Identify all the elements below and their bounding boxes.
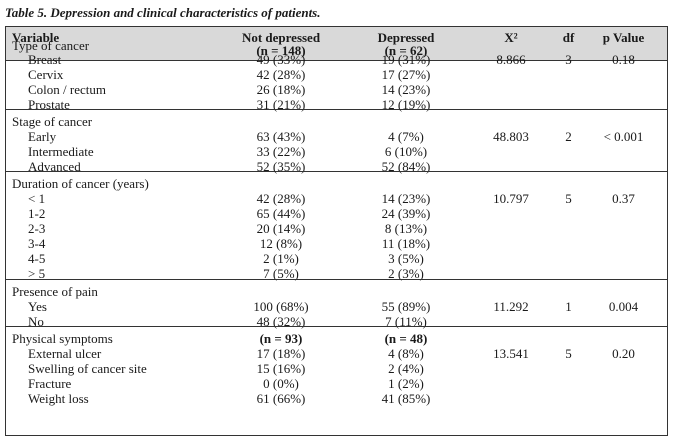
cell-not-depressed: 61 (66%) — [256, 391, 306, 406]
cell-not-depressed: 42 (28%) — [256, 67, 306, 82]
cell-not-depressed: 52 (35%) — [256, 159, 306, 174]
cell-not-depressed: 48 (32%) — [256, 314, 306, 329]
row-label: < 1 — [28, 191, 46, 206]
section-label: Physical symptoms — [12, 331, 113, 346]
row-label: Early — [28, 129, 57, 144]
cell-chi-square: 13.541 — [493, 346, 529, 361]
table-caption: Table 5. Depression and clinical charact… — [5, 5, 321, 20]
cell-chi-square: 8.866 — [496, 52, 526, 67]
section-divider — [6, 326, 667, 327]
cell-depressed: 41 (85%) — [381, 391, 431, 406]
cell-chi-square: 11.292 — [493, 299, 529, 314]
cell-not-depressed: 31 (21%) — [256, 97, 306, 112]
cell-depressed: 19 (31%) — [381, 52, 431, 67]
section-label: Type of cancer — [12, 38, 90, 53]
row-label: Yes — [28, 299, 47, 314]
cell-chi-square: 48.803 — [493, 129, 529, 144]
row-label: 1-2 — [28, 206, 46, 221]
cell-p-value: 0.20 — [612, 346, 635, 361]
cell-not-depressed: 63 (43%) — [256, 129, 306, 144]
cell-not-depressed: (n = 93) — [259, 331, 303, 346]
row-label: Weight loss — [28, 391, 89, 406]
cell-depressed: 2 (3%) — [388, 266, 424, 281]
row-label: External ulcer — [28, 346, 102, 361]
cell-depressed: 6 (10%) — [384, 144, 428, 159]
cell-not-depressed: 49 (33%) — [256, 52, 306, 67]
cell-chi-square: 10.797 — [493, 191, 529, 206]
cell-not-depressed: 7 (5%) — [263, 266, 299, 281]
data-table: Variable Not depressed (n = 148) Depress… — [5, 26, 668, 436]
section-divider — [6, 171, 667, 172]
row-label: 4-5 — [28, 251, 46, 266]
header-depressed: Depressed — [377, 30, 435, 45]
cell-depressed: 14 (23%) — [381, 191, 431, 206]
row-label: 3-4 — [28, 236, 46, 251]
cell-depressed: 8 (13%) — [384, 221, 428, 236]
row-label: 2-3 — [28, 221, 46, 236]
row-label: Intermediate — [28, 144, 94, 159]
cell-depressed: 52 (84%) — [381, 159, 431, 174]
section-divider — [6, 279, 667, 280]
cell-depressed: 4 (7%) — [388, 129, 424, 144]
section-divider — [6, 109, 667, 110]
cell-depressed: 12 (19%) — [381, 97, 431, 112]
cell-p-value: 0.37 — [612, 191, 635, 206]
cell-depressed: (n = 48) — [384, 331, 428, 346]
cell-not-depressed: 42 (28%) — [256, 191, 306, 206]
header-p-value: p Value — [602, 30, 645, 45]
row-label: Prostate — [28, 97, 70, 112]
cell-depressed: 55 (89%) — [381, 299, 431, 314]
cell-depressed: 7 (11%) — [385, 314, 427, 329]
section-label: Duration of cancer (years) — [12, 176, 149, 191]
header-variable: Variable — [12, 30, 60, 45]
cell-p-value: 0.18 — [612, 52, 635, 67]
cell-p-value: < 0.001 — [603, 129, 644, 144]
cell-p-value: 0.004 — [608, 299, 639, 314]
row-label: Fracture — [28, 376, 72, 391]
cell-depressed: 24 (39%) — [381, 206, 431, 221]
cell-not-depressed: 33 (22%) — [256, 144, 306, 159]
cell-depressed: 11 (18%) — [381, 236, 431, 251]
header-chi-square: X² — [504, 30, 518, 45]
row-label: Swelling of cancer site — [28, 361, 147, 376]
cell-not-depressed: 20 (14%) — [256, 221, 306, 236]
section-label: Stage of cancer — [12, 114, 93, 129]
cell-not-depressed: 12 (8%) — [259, 236, 303, 251]
cell-not-depressed: 15 (16%) — [256, 361, 306, 376]
header-df: df — [562, 30, 575, 45]
row-label: Cervix — [28, 67, 64, 82]
cell-not-depressed: 26 (18%) — [256, 82, 306, 97]
header-not-depressed: Not depressed — [241, 30, 321, 45]
cell-not-depressed: 2 (1%) — [263, 251, 299, 266]
header-not-depressed-n: (n = 148) — [256, 43, 306, 58]
cell-depressed: 14 (23%) — [381, 82, 431, 97]
section-label: Presence of pain — [12, 284, 98, 299]
row-label: Advanced — [28, 159, 81, 174]
row-label: > 5 — [28, 266, 46, 281]
row-label: Colon / rectum — [28, 82, 106, 97]
cell-not-depressed: 17 (18%) — [256, 346, 306, 361]
cell-depressed: 4 (8%) — [388, 346, 424, 361]
cell-not-depressed: 65 (44%) — [256, 206, 306, 221]
cell-depressed: 1 (2%) — [388, 376, 424, 391]
cell-depressed: 3 (5%) — [388, 251, 424, 266]
cell-df: 5 — [565, 191, 572, 206]
cell-df: 1 — [565, 299, 572, 314]
cell-df: 3 — [565, 52, 572, 67]
cell-depressed: 17 (27%) — [381, 67, 431, 82]
row-label: No — [28, 314, 44, 329]
cell-df: 2 — [565, 129, 572, 144]
cell-not-depressed: 100 (68%) — [253, 299, 309, 314]
cell-depressed: 2 (4%) — [388, 361, 424, 376]
table-header: Variable Not depressed (n = 148) Depress… — [6, 27, 667, 61]
cell-not-depressed: 0 (0%) — [263, 376, 299, 391]
cell-df: 5 — [565, 346, 572, 361]
row-label: Breast — [28, 52, 62, 67]
header-depressed-n: (n = 62) — [384, 43, 428, 58]
